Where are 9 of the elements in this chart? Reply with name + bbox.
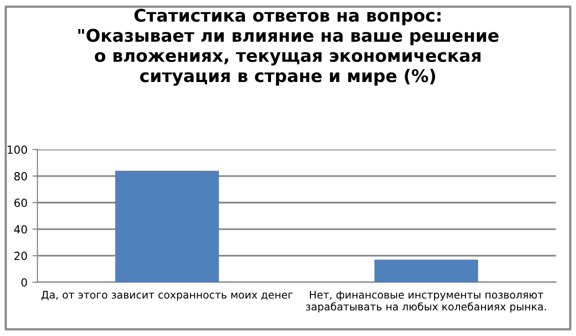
y-tick-label: 0 (21, 278, 27, 287)
y-tick-label: 40 (14, 225, 27, 234)
y-tick-label: 80 (14, 172, 27, 180)
y-tick-label: 20 (14, 252, 27, 260)
x-tick-label: Да, от этого зависит сохранность моих денег (41, 290, 293, 301)
chart-title: Статистика ответов на вопрос: "Оказывает ли влияние на ваше решение о вложениях, текущая экономическая ситуация в стране и мире (%) (78, 8, 498, 86)
x-tick-label: Нет, финансовые инструменты позволяют зарабатывать на любых колебаниях рынка. (306, 290, 546, 313)
y-tick-label: 60 (14, 198, 27, 207)
y-tick-label: 100 (8, 145, 27, 154)
